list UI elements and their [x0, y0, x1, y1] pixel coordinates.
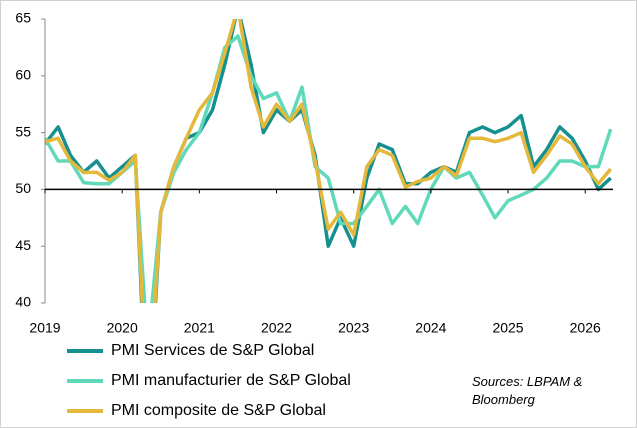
data-line: [45, 19, 612, 303]
data-line: [45, 34, 613, 303]
legend-label: PMI Services de S&P Global: [111, 342, 314, 359]
x-tick-label: 2023: [338, 320, 369, 336]
x-tick-label: 2024: [415, 320, 446, 336]
legend-label: PMI composite de S&P Global: [111, 402, 326, 419]
y-tick-label: 65: [15, 10, 31, 26]
x-tick-label: 2025: [492, 320, 523, 336]
y-tick-label: 55: [15, 123, 31, 139]
y-tick-label: 45: [15, 237, 31, 253]
x-tick-label: 2022: [261, 320, 292, 336]
x-tick-label: 2020: [107, 320, 138, 336]
x-tick-label: 2019: [29, 320, 60, 336]
source-note: Sources: LBPAM & Bloomberg: [472, 374, 583, 407]
x-tick-label: 2026: [570, 320, 601, 336]
legend-label: PMI manufacturier de S&P Global: [111, 372, 351, 389]
data-line: [45, 19, 613, 303]
y-tick-label: 60: [15, 67, 31, 83]
y-tick-label: 50: [15, 180, 31, 196]
x-tick-label: 2021: [184, 320, 215, 336]
y-tick-label: 40: [15, 294, 31, 310]
